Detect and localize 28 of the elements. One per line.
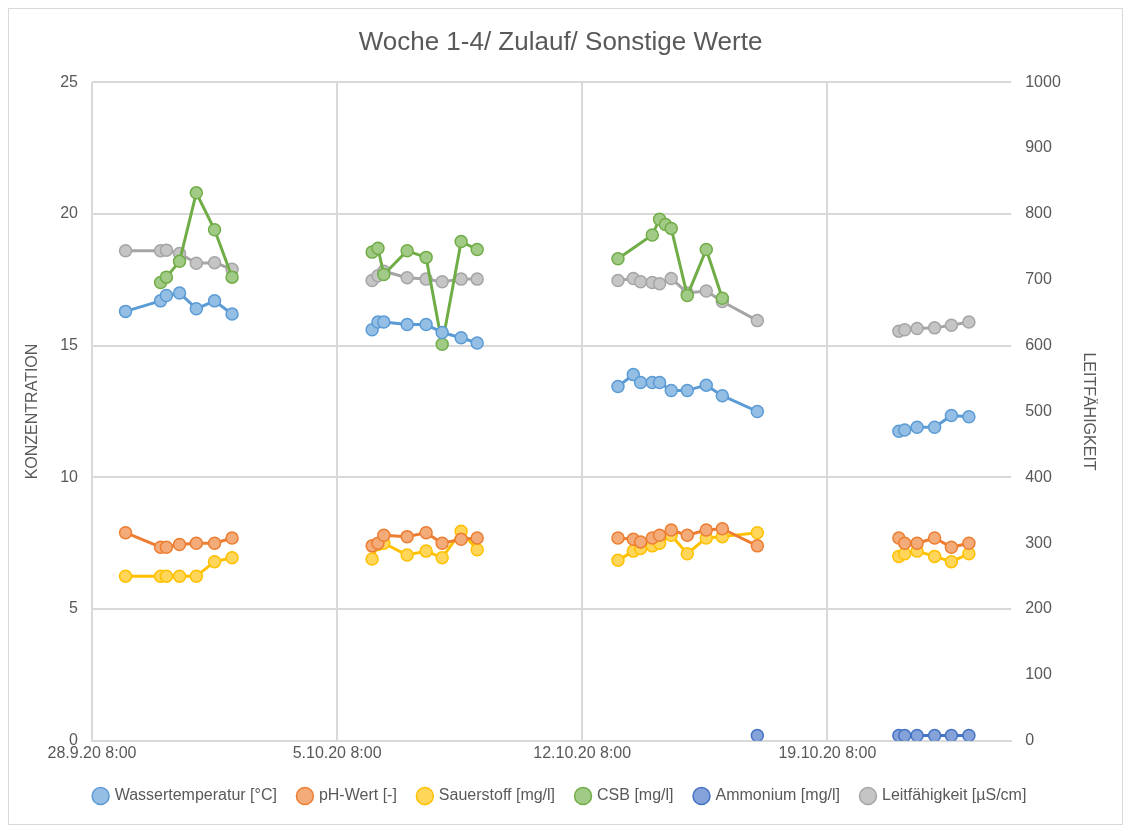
y2-tick-label: 1000 xyxy=(1025,72,1061,90)
legend-label: Sauerstoff [mg/l] xyxy=(438,786,556,804)
y-tick-label: 15 xyxy=(60,336,79,354)
y-tick-label: 10 xyxy=(60,467,79,485)
y2-tick-label: 400 xyxy=(1025,467,1052,485)
y2-tick-label: 100 xyxy=(1025,665,1052,683)
y2-tick-label: 800 xyxy=(1025,204,1052,222)
y2-tick-label: 500 xyxy=(1025,401,1052,419)
x-tick-label: 12.10.20 8:00 xyxy=(533,743,632,761)
y2-tick-label: 0 xyxy=(1025,731,1035,749)
x-tick-label: 5.10.20 8:00 xyxy=(292,743,382,761)
y2-tick-label: 900 xyxy=(1025,138,1052,156)
legend-label: CSB [mg/l] xyxy=(597,786,674,804)
y-tick-label: 5 xyxy=(69,599,79,617)
x-tick-label: 19.10.20 8:00 xyxy=(778,743,877,761)
legend-label: Wassertemperatur [°C] xyxy=(114,786,277,804)
legend-label: Leitfähigkeit [µS/cm] xyxy=(881,786,1027,804)
chart-title: Woche 1-4/ Zulauf/ Sonstige Werte xyxy=(358,25,763,56)
y2-tick-label: 200 xyxy=(1025,599,1052,617)
y-tick-label: 20 xyxy=(60,204,79,222)
legend-label: pH-Wert [-] xyxy=(318,786,397,804)
y2-axis-title: LEITFÄHIGKEIT xyxy=(1080,352,1098,471)
y2-tick-label: 600 xyxy=(1025,336,1052,354)
y2-tick-label: 300 xyxy=(1025,533,1052,551)
y-axis-title: KONZENTRATION xyxy=(23,343,41,480)
legend-label: Ammonium [mg/l] xyxy=(715,786,840,804)
y2-tick-label: 700 xyxy=(1025,270,1052,288)
y-tick-label: 25 xyxy=(60,72,79,90)
